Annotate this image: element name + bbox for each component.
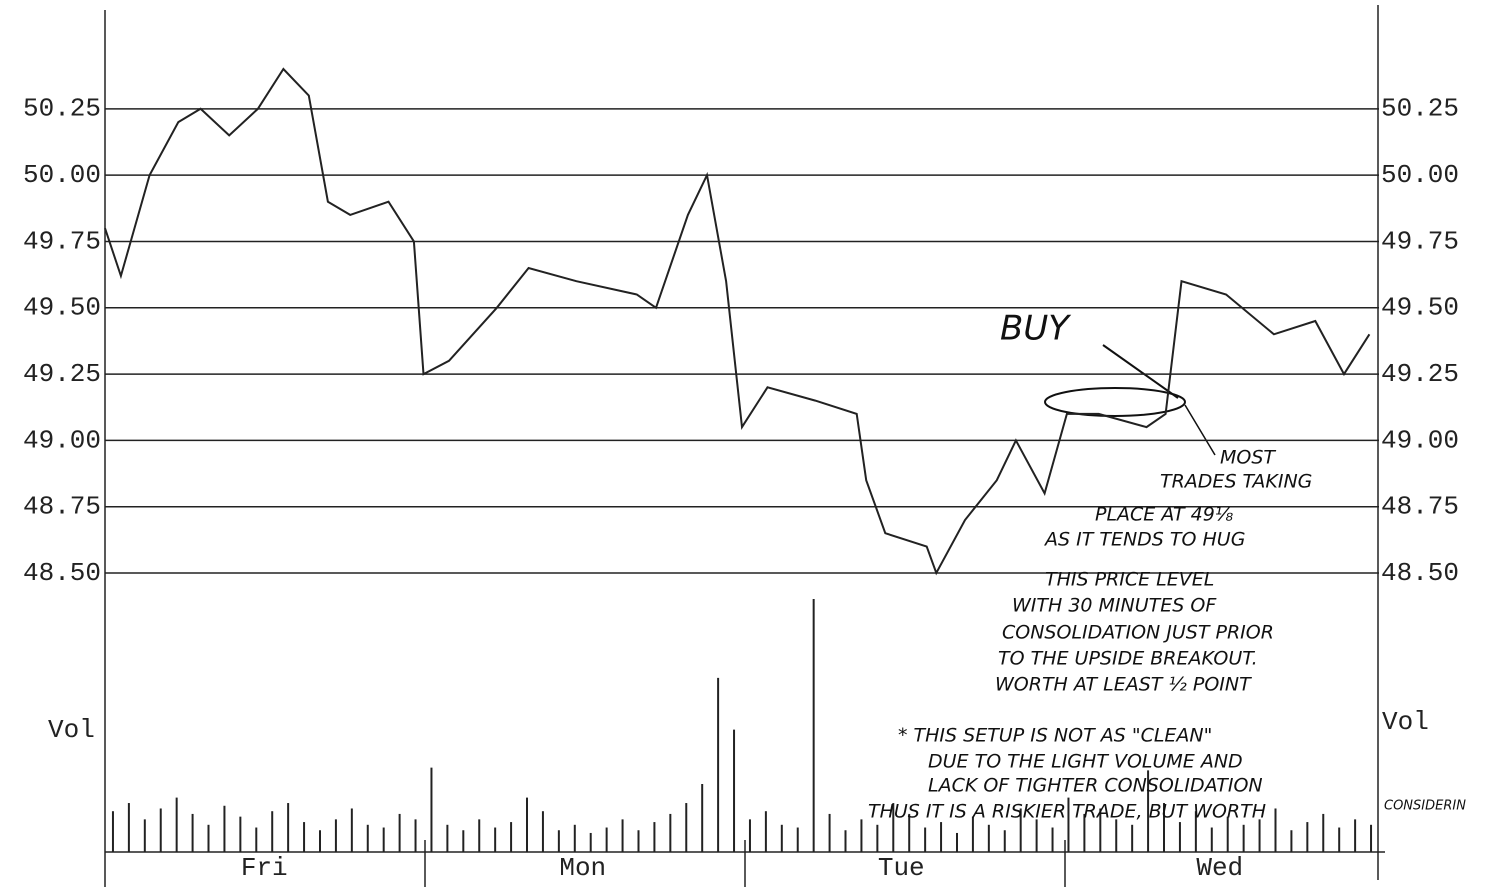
price-line (104, 67, 1371, 576)
y-tick-label: 48.50 (23, 558, 101, 588)
x-tick-label: Tue (878, 853, 925, 883)
x-tick-label: Wed (1196, 853, 1243, 883)
annotation-caveat: * THIS SETUP IS NOT AS "CLEAN" (898, 725, 1212, 747)
y2-tick-label: 49.50 (1381, 293, 1459, 323)
annotation-note: WITH 30 MINUTES OF (1012, 595, 1217, 617)
y-tick-label: 50.00 (23, 160, 101, 190)
highlight-oval (1044, 387, 1186, 417)
annotation-note: AS IT TENDS TO HUG (1043, 529, 1245, 551)
annotation-note: WORTH AT LEAST ½ POINT (995, 674, 1252, 696)
y2-tick-label: 49.00 (1381, 425, 1459, 455)
y2-tick-label: 48.75 (1381, 492, 1459, 522)
annotation-note: MOST (1220, 447, 1276, 469)
y-tick-label: 49.50 (23, 293, 101, 323)
annotation-note: PLACE AT 49⅛ (1095, 504, 1234, 526)
vol-label-right: Vol (1382, 707, 1429, 737)
y-tick-label: 48.75 (23, 492, 101, 522)
y2-tick-label: 50.25 (1381, 94, 1459, 124)
buy-label: BUY (1000, 309, 1071, 349)
annotation-note: THIS PRICE LEVEL (1045, 569, 1214, 591)
y2-tick-label: 49.75 (1381, 226, 1459, 256)
annotation-caveat: CONSIDERIN (1384, 799, 1466, 814)
annotation-caveat: DUE TO THE LIGHT VOLUME AND (928, 751, 1243, 773)
vol-label-left: Vol (48, 715, 95, 745)
annotation-note: CONSOLIDATION JUST PRIOR (1002, 622, 1274, 644)
y2-tick-label: 48.50 (1381, 558, 1459, 588)
annotation-note: TO THE UPSIDE BREAKOUT. (998, 648, 1258, 670)
x-tick-label: Fri (241, 853, 288, 883)
x-tick-label: Mon (559, 853, 606, 883)
y-tick-label: 49.75 (23, 226, 101, 256)
y-tick-label: 49.00 (23, 425, 101, 455)
y2-tick-label: 50.00 (1381, 160, 1459, 190)
buy-arrow (1102, 344, 1179, 399)
y-tick-label: 49.25 (23, 359, 101, 389)
y-tick-label: 50.25 (23, 94, 101, 124)
y2-tick-label: 49.25 (1381, 359, 1459, 389)
note-pointer (1184, 404, 1216, 456)
annotation-caveat: LACK OF TIGHTER CONSOLIDATION (928, 775, 1263, 797)
annotation-caveat: THUS IT IS A RISKIER TRADE, BUT WORTH (868, 801, 1266, 823)
annotation-note: TRADES TAKING (1160, 471, 1312, 493)
